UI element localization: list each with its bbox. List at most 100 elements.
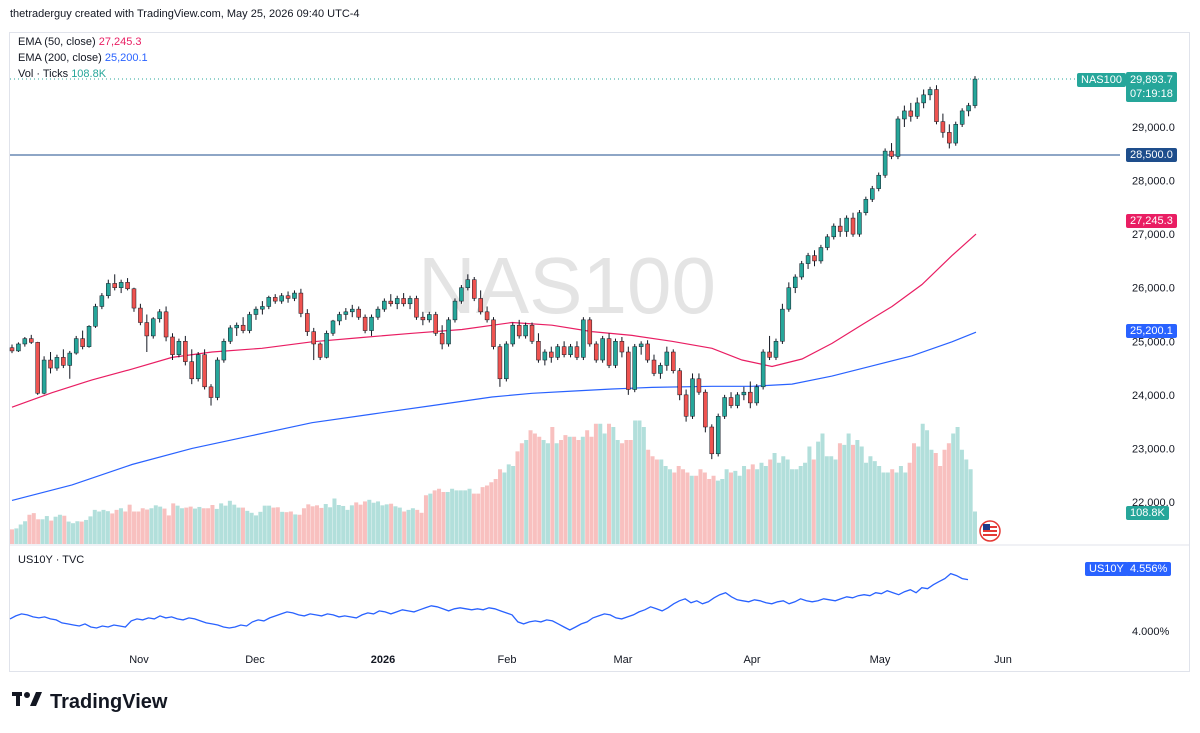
candle-body: [645, 343, 650, 361]
us10y-legend[interactable]: US10Y · TVC: [18, 552, 84, 568]
candle-body: [330, 320, 336, 334]
candle-body: [947, 132, 952, 144]
candle-body: [709, 426, 715, 455]
volume-bar: [127, 504, 132, 544]
volume-bar: [803, 462, 808, 544]
legend-ema50[interactable]: EMA (50, close) 27,245.3: [18, 34, 148, 50]
time-axis: Nov Dec 2026 Feb Mar Apr May Jun: [129, 654, 1012, 666]
volume-bar: [44, 516, 49, 544]
volume-bar: [57, 514, 62, 544]
candle-body: [837, 225, 843, 232]
candle-body: [574, 346, 580, 358]
volume-bar: [750, 464, 755, 544]
last-price-tag: 29,893.7 07:19:18: [1126, 72, 1177, 102]
candle-body: [228, 327, 233, 342]
legend-ema50-value: 27,245.3: [98, 36, 142, 48]
volume-bar: [371, 502, 376, 544]
volume-bar: [959, 449, 964, 544]
candle-body: [908, 110, 914, 117]
volume-bar: [376, 501, 381, 544]
volume-bar: [681, 469, 686, 544]
volume-bar: [694, 475, 699, 544]
volume-bar: [807, 446, 812, 544]
volume-bar: [345, 509, 350, 544]
us10y-path: [9, 572, 969, 631]
volume-bar: [88, 516, 93, 544]
candle-body: [844, 217, 849, 232]
volume-bar: [929, 449, 934, 544]
candle-body: [767, 351, 772, 358]
volume-bar: [415, 509, 420, 544]
candle-body: [715, 416, 721, 455]
volume-bar: [798, 466, 803, 544]
volume-bar: [759, 462, 764, 544]
volume-bar: [336, 505, 341, 544]
volume-bar: [262, 505, 267, 544]
candle-body: [889, 150, 894, 157]
volume-bar: [528, 430, 533, 544]
volume-bar: [663, 466, 668, 544]
volume-bar: [942, 449, 947, 544]
volume-bar: [319, 507, 324, 544]
candle-body: [895, 118, 901, 157]
volume-bar: [23, 521, 28, 544]
price-tick-label: 29,000.0: [1132, 122, 1175, 134]
volume-bar: [964, 459, 969, 544]
volume-bar: [419, 512, 424, 544]
volume-bar: [179, 508, 184, 544]
volume-bar: [946, 443, 951, 544]
candle-body: [9, 347, 15, 352]
candle-body: [439, 333, 445, 345]
volume-bar: [667, 469, 672, 544]
candle-body: [581, 319, 586, 358]
tradingview-logo-icon: [12, 690, 44, 714]
volume-bar: [123, 511, 128, 544]
legend-ema200[interactable]: EMA (200, close) 25,200.1: [18, 50, 148, 66]
time-tick-label: 2026: [371, 654, 395, 666]
candle-body: [671, 351, 676, 371]
legend-volume[interactable]: Vol · Ticks 108.8K: [18, 66, 148, 82]
candle-body: [959, 110, 965, 125]
candle-body: [414, 298, 419, 318]
volume-bar: [206, 508, 211, 544]
volume-bar: [188, 506, 193, 544]
candle-body: [555, 346, 560, 358]
volume-bar: [724, 469, 729, 544]
candle-body: [61, 357, 66, 366]
volume-bar: [437, 488, 442, 544]
candle-body: [433, 314, 438, 334]
volume-bar: [781, 456, 786, 544]
candle-body: [549, 351, 554, 358]
volume-bar: [306, 504, 311, 544]
time-tick-label: Feb: [498, 654, 517, 666]
candle-body: [568, 346, 573, 355]
volume-bar: [349, 505, 354, 544]
candle-body: [786, 287, 792, 310]
volume-bar: [132, 511, 137, 544]
time-tick-label: May: [870, 654, 891, 666]
volume-bar: [498, 469, 503, 544]
tradingview-logo[interactable]: TradingView: [12, 690, 167, 714]
volume-bar: [689, 475, 694, 544]
volume-bar: [903, 472, 908, 544]
volume-bar: [201, 508, 206, 544]
volume-bar: [789, 469, 794, 544]
volume-bar: [467, 488, 472, 544]
symbol-tag: NAS100: [1077, 73, 1126, 87]
volume-bar: [105, 511, 110, 544]
volume-bar: [214, 508, 219, 544]
volume-bar: [589, 436, 594, 544]
volume-bar: [615, 440, 620, 544]
volume-bar: [288, 511, 293, 544]
candle-body: [497, 346, 503, 380]
candle-body: [202, 354, 207, 388]
candle-body: [375, 308, 381, 318]
volume-bar: [232, 504, 237, 544]
candle-body: [195, 354, 201, 380]
volume-bar: [755, 469, 760, 544]
volume-bar: [166, 515, 171, 544]
volume-bar: [894, 472, 899, 544]
volume-bar: [837, 443, 842, 544]
volume-bar: [563, 435, 568, 544]
